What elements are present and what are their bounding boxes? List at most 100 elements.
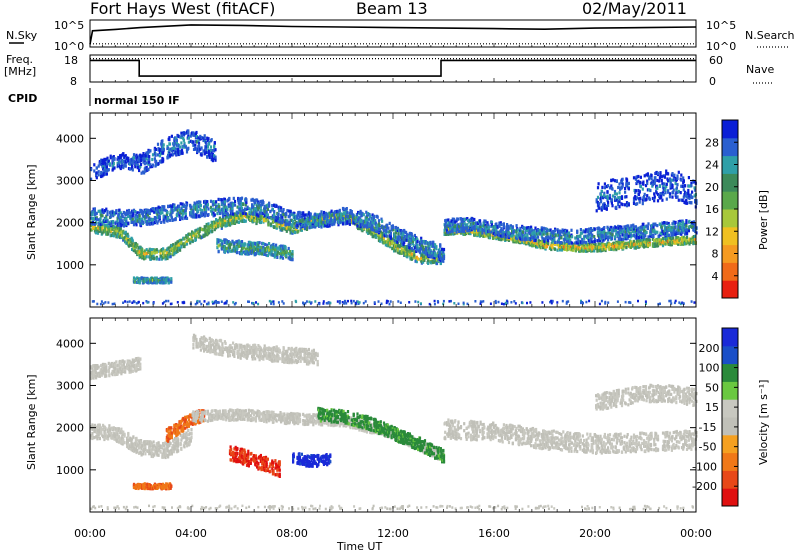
range-cell xyxy=(208,228,211,232)
range-cell xyxy=(411,248,414,252)
date-title: 02/May/2011 xyxy=(582,0,687,18)
range-cell xyxy=(328,211,331,215)
range-cell xyxy=(487,226,490,230)
range-cell xyxy=(422,255,425,259)
range-cell xyxy=(484,219,487,223)
range-cell xyxy=(394,239,398,243)
range-cell xyxy=(499,234,502,238)
range-cell xyxy=(189,232,192,236)
range-cell xyxy=(217,197,220,201)
range-cell xyxy=(175,214,178,218)
range-cell xyxy=(136,215,139,219)
range-cell xyxy=(127,241,131,245)
range-cell xyxy=(218,211,221,216)
range-cell xyxy=(237,196,240,201)
range-cell xyxy=(95,231,98,235)
range-cell xyxy=(253,218,256,223)
range-cell xyxy=(119,231,122,235)
range-cell xyxy=(165,212,168,216)
range-cell xyxy=(293,230,297,235)
range-cell xyxy=(148,211,151,216)
range-cell xyxy=(162,208,165,212)
range-cell xyxy=(155,248,158,252)
range-cell xyxy=(155,219,158,223)
range-cell xyxy=(228,196,231,201)
range-cell xyxy=(594,246,597,251)
range-cell xyxy=(554,234,557,238)
range-cell xyxy=(224,216,227,220)
range-cell xyxy=(366,218,369,222)
range-cell xyxy=(398,251,401,255)
range-cell xyxy=(322,210,326,215)
range-cell xyxy=(222,205,225,209)
range-cell xyxy=(91,210,94,214)
range-cell xyxy=(344,210,347,214)
range-cell xyxy=(357,227,360,231)
cpid-text: normal 150 IF xyxy=(94,94,180,107)
range-cell xyxy=(220,226,223,230)
range-cell xyxy=(494,233,497,237)
range-cell xyxy=(140,252,143,256)
range-cell xyxy=(301,218,304,222)
range-cell xyxy=(103,229,107,233)
range-cell xyxy=(133,244,136,248)
range-cell xyxy=(277,212,280,216)
range-cell xyxy=(227,220,230,224)
range-cell xyxy=(151,207,155,211)
range-cell xyxy=(217,224,220,228)
range-cell xyxy=(222,223,225,227)
range-cell xyxy=(215,226,218,230)
range-cell xyxy=(227,217,230,221)
range-cell xyxy=(257,216,260,221)
range-cell xyxy=(420,241,423,245)
range-cell xyxy=(182,204,185,208)
range-cell xyxy=(213,213,216,217)
range-cell xyxy=(153,256,156,260)
range-cell xyxy=(410,252,413,256)
freq-left-tick-bottom: 8 xyxy=(70,75,77,88)
range-cell xyxy=(147,208,150,213)
range-cell xyxy=(260,211,263,215)
range-cell xyxy=(233,199,237,204)
range-cell xyxy=(283,226,286,230)
range-cell xyxy=(91,212,94,216)
range-cell xyxy=(248,207,251,211)
range-cell xyxy=(190,205,193,209)
range-cell xyxy=(177,211,180,215)
range-cell xyxy=(139,217,143,221)
range-cell xyxy=(309,222,312,226)
range-cell xyxy=(160,257,163,261)
range-cell xyxy=(384,240,387,244)
range-cell xyxy=(542,226,545,230)
range-cell xyxy=(224,211,227,215)
range-cell xyxy=(275,221,278,225)
range-cell xyxy=(165,251,168,255)
range-cell xyxy=(106,212,109,217)
nsky-left-tick-bottom: 10^0 xyxy=(54,40,84,53)
range-cell xyxy=(173,252,176,256)
range-cell xyxy=(493,229,496,233)
range-cell xyxy=(167,216,170,220)
range-cell xyxy=(120,216,123,220)
range-cell xyxy=(176,240,179,244)
range-cell xyxy=(220,218,223,222)
range-cell xyxy=(97,209,100,213)
range-cell xyxy=(201,227,204,231)
range-cell xyxy=(220,199,223,203)
range-cell xyxy=(136,219,139,223)
range-cell xyxy=(442,255,446,259)
range-cell xyxy=(415,255,418,259)
range-cell xyxy=(541,236,544,240)
range-cell xyxy=(320,223,323,227)
range-cell xyxy=(101,210,104,214)
range-cell xyxy=(174,217,177,222)
range-cell xyxy=(388,221,391,225)
range-cell xyxy=(139,254,143,259)
range-cell xyxy=(99,209,102,213)
range-cell xyxy=(223,197,226,202)
range-cell xyxy=(145,214,148,218)
range-cell xyxy=(209,199,213,203)
range-cell xyxy=(281,228,284,232)
range-cell xyxy=(256,219,259,223)
range-cell xyxy=(466,223,469,227)
